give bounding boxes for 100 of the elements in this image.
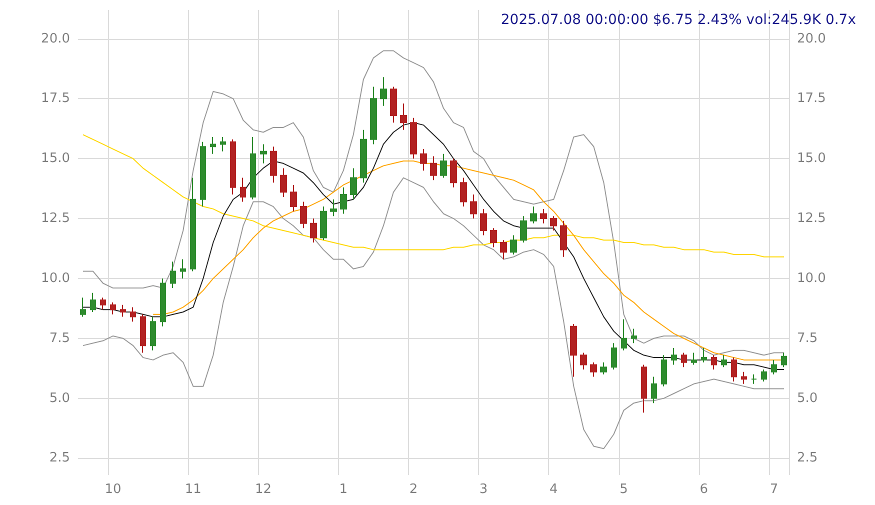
candlestick — [510, 234, 517, 255]
candlestick — [120, 304, 126, 318]
y-tick-label: 7.5 — [49, 330, 70, 346]
candlestick — [410, 117, 417, 160]
y2-tick-label: 20.0 — [797, 31, 826, 46]
candlestick — [80, 297, 86, 318]
candlestick — [110, 302, 116, 315]
candlestick — [651, 376, 657, 404]
candlestick — [721, 354, 727, 368]
candlestick — [731, 357, 737, 382]
candlestick — [260, 144, 267, 164]
y2-tick-label: 17.5 — [797, 91, 826, 106]
y2-tick-label: 5.0 — [797, 390, 818, 406]
y2-tick-label: 7.5 — [797, 330, 818, 346]
candlestick — [220, 136, 226, 152]
line-series — [82, 50, 784, 356]
y2-tick-label: 12.5 — [797, 211, 826, 226]
y-tick-label: 10.0 — [41, 270, 70, 286]
candlestick — [380, 76, 387, 106]
candlestick — [90, 292, 96, 313]
y-tick-label: 15.0 — [41, 151, 70, 166]
candlestick — [310, 218, 317, 243]
candlestick — [350, 168, 357, 200]
candlestick — [330, 198, 337, 217]
candlestick — [681, 352, 687, 368]
candlestick — [230, 138, 236, 196]
candlestick — [160, 278, 166, 327]
candlestick — [370, 86, 377, 145]
x-tick-label: 12 — [254, 482, 272, 497]
candlestick — [360, 129, 367, 184]
candlestick — [340, 186, 347, 214]
candlestick — [180, 258, 186, 279]
candlestick — [320, 206, 327, 241]
candlestick — [130, 306, 136, 322]
candlestick — [140, 314, 146, 354]
candlestick — [771, 359, 777, 375]
candlestick — [400, 102, 407, 130]
candlestick — [711, 354, 717, 370]
candlestick — [761, 369, 767, 382]
line-series — [82, 122, 784, 370]
candlestick — [420, 148, 427, 172]
chart-title: 2025.07.08 00:00:00 $6.75 2.43% vol:245.9K 0.7x — [500, 12, 856, 28]
candlestick — [270, 146, 277, 184]
candlestick — [170, 261, 176, 289]
candlestick — [470, 194, 477, 220]
y2-tick-label: 2.5 — [797, 450, 818, 466]
candlestick — [590, 362, 597, 378]
candlestick — [450, 158, 457, 188]
candlestick — [741, 371, 747, 384]
candlestick — [781, 352, 787, 368]
candlestick — [600, 362, 607, 375]
line-series — [82, 177, 784, 450]
x-tick-label: 4 — [550, 482, 558, 497]
candlestick — [751, 374, 757, 384]
line-series — [82, 134, 784, 258]
candlestick — [671, 347, 677, 366]
candlestick — [691, 352, 697, 366]
candlestick — [490, 228, 497, 248]
candlestick — [150, 316, 156, 351]
candlestick — [520, 216, 527, 243]
candlestick — [100, 297, 106, 310]
candlestick — [621, 318, 627, 351]
candlestick — [550, 216, 557, 232]
candlestick — [500, 240, 507, 260]
candlestick — [560, 220, 567, 258]
y-tick-label: 5.0 — [49, 390, 70, 406]
candlestick — [580, 352, 587, 370]
candlestick — [190, 177, 196, 272]
candlestick — [390, 86, 397, 124]
candlestick — [200, 141, 206, 208]
candlestick — [300, 201, 307, 229]
candlestick — [661, 354, 667, 387]
x-tick-label: 3 — [479, 482, 488, 497]
candlestick — [440, 153, 447, 178]
y2-tick-label: 10.0 — [797, 270, 826, 286]
y-tick-label: 17.5 — [41, 91, 70, 106]
candlestick — [210, 136, 216, 154]
candlestick — [430, 156, 437, 181]
candlestick — [240, 177, 246, 202]
y2-tick-label: 15.0 — [797, 151, 826, 166]
candlestick — [631, 328, 637, 344]
x-tick-label: 10 — [104, 482, 122, 497]
candlestick — [611, 342, 617, 370]
candlestick — [701, 347, 707, 363]
candlestick — [480, 208, 487, 236]
candlestick — [250, 136, 256, 200]
candlestick — [280, 168, 287, 198]
x-tick-label: 7 — [770, 482, 778, 497]
candlestick — [290, 184, 297, 212]
x-tick-label: 6 — [700, 482, 708, 497]
y-tick-label: 20.0 — [41, 31, 70, 46]
x-tick-label: 5 — [620, 482, 628, 497]
candlestick — [530, 206, 537, 224]
candlestick — [540, 208, 547, 224]
candlestick — [570, 323, 577, 378]
y-tick-label: 12.5 — [41, 211, 70, 226]
x-tick-label: 1 — [339, 482, 348, 497]
x-tick-label: 11 — [184, 482, 202, 497]
candlestick — [460, 177, 467, 208]
candlestick — [641, 364, 647, 414]
